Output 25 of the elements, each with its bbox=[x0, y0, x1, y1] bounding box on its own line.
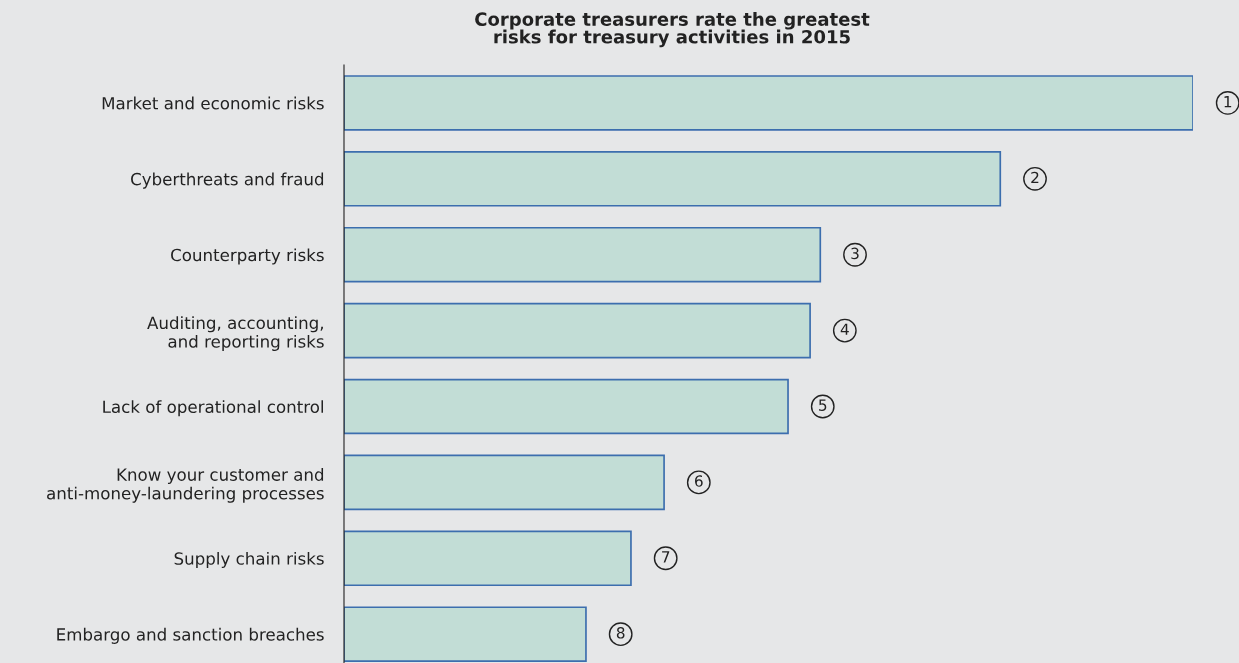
bar bbox=[344, 302, 811, 359]
bar bbox=[344, 75, 1193, 131]
y-tick-label: Market and economic risks bbox=[102, 96, 324, 110]
annotation: 3 bbox=[851, 247, 859, 260]
annotation: 7 bbox=[662, 551, 670, 563]
bar bbox=[344, 530, 632, 587]
bar bbox=[344, 606, 587, 662]
annotation: 5 bbox=[819, 399, 827, 411]
y-tick-label: Auditing, accounting, and reporting risks bbox=[147, 316, 324, 352]
y-tick-label: Cyberthreats and fraud bbox=[131, 172, 324, 189]
y-tick-label: Embargo and sanction breaches bbox=[57, 627, 324, 644]
bar bbox=[344, 151, 1002, 207]
annotation: 6 bbox=[695, 475, 703, 487]
bar bbox=[344, 454, 665, 511]
bar bbox=[344, 226, 822, 283]
bar bbox=[344, 378, 789, 435]
y-tick-label: Supply chain risks bbox=[174, 551, 324, 569]
y-tick-label: Know your customer and anti-money-laundering processes bbox=[47, 467, 324, 503]
y-tick-label: Lack of operational control bbox=[103, 400, 323, 417]
annotation: 2 bbox=[1031, 171, 1039, 184]
annotation: 1 bbox=[1224, 96, 1232, 108]
chart-title: Corporate treasurers rate the greatest risks for treasury activities in 2015 bbox=[475, 12, 870, 48]
annotation: 4 bbox=[840, 323, 849, 335]
annotation: 8 bbox=[616, 627, 625, 639]
y-tick-label: Counterparty risks bbox=[171, 248, 324, 265]
